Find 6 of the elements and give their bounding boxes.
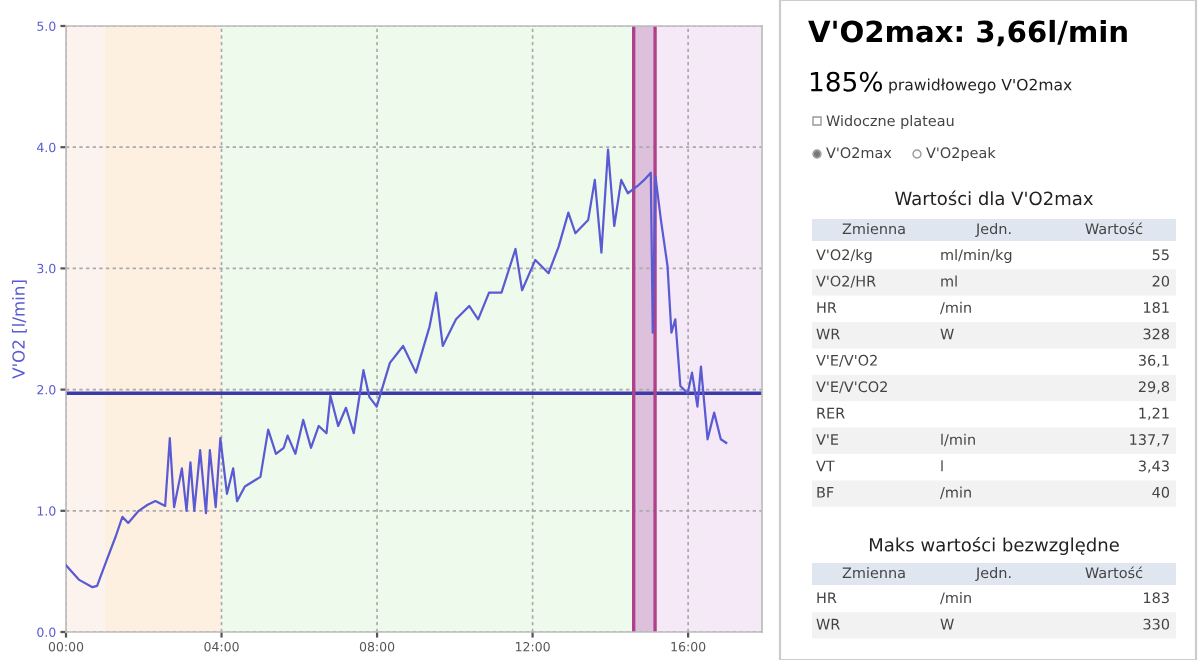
- text: Wartości dla V'O2max: [895, 190, 1093, 206]
- y-axis-title: V'O2 [l/min]: [11, 280, 27, 379]
- text: 185%: [810, 71, 882, 92]
- line-series: [66, 148, 728, 589]
- text: V'O2max: 3,66l/min: [808, 19, 1127, 47]
- text: Maks wartości bezwzględne: [869, 536, 1119, 556]
